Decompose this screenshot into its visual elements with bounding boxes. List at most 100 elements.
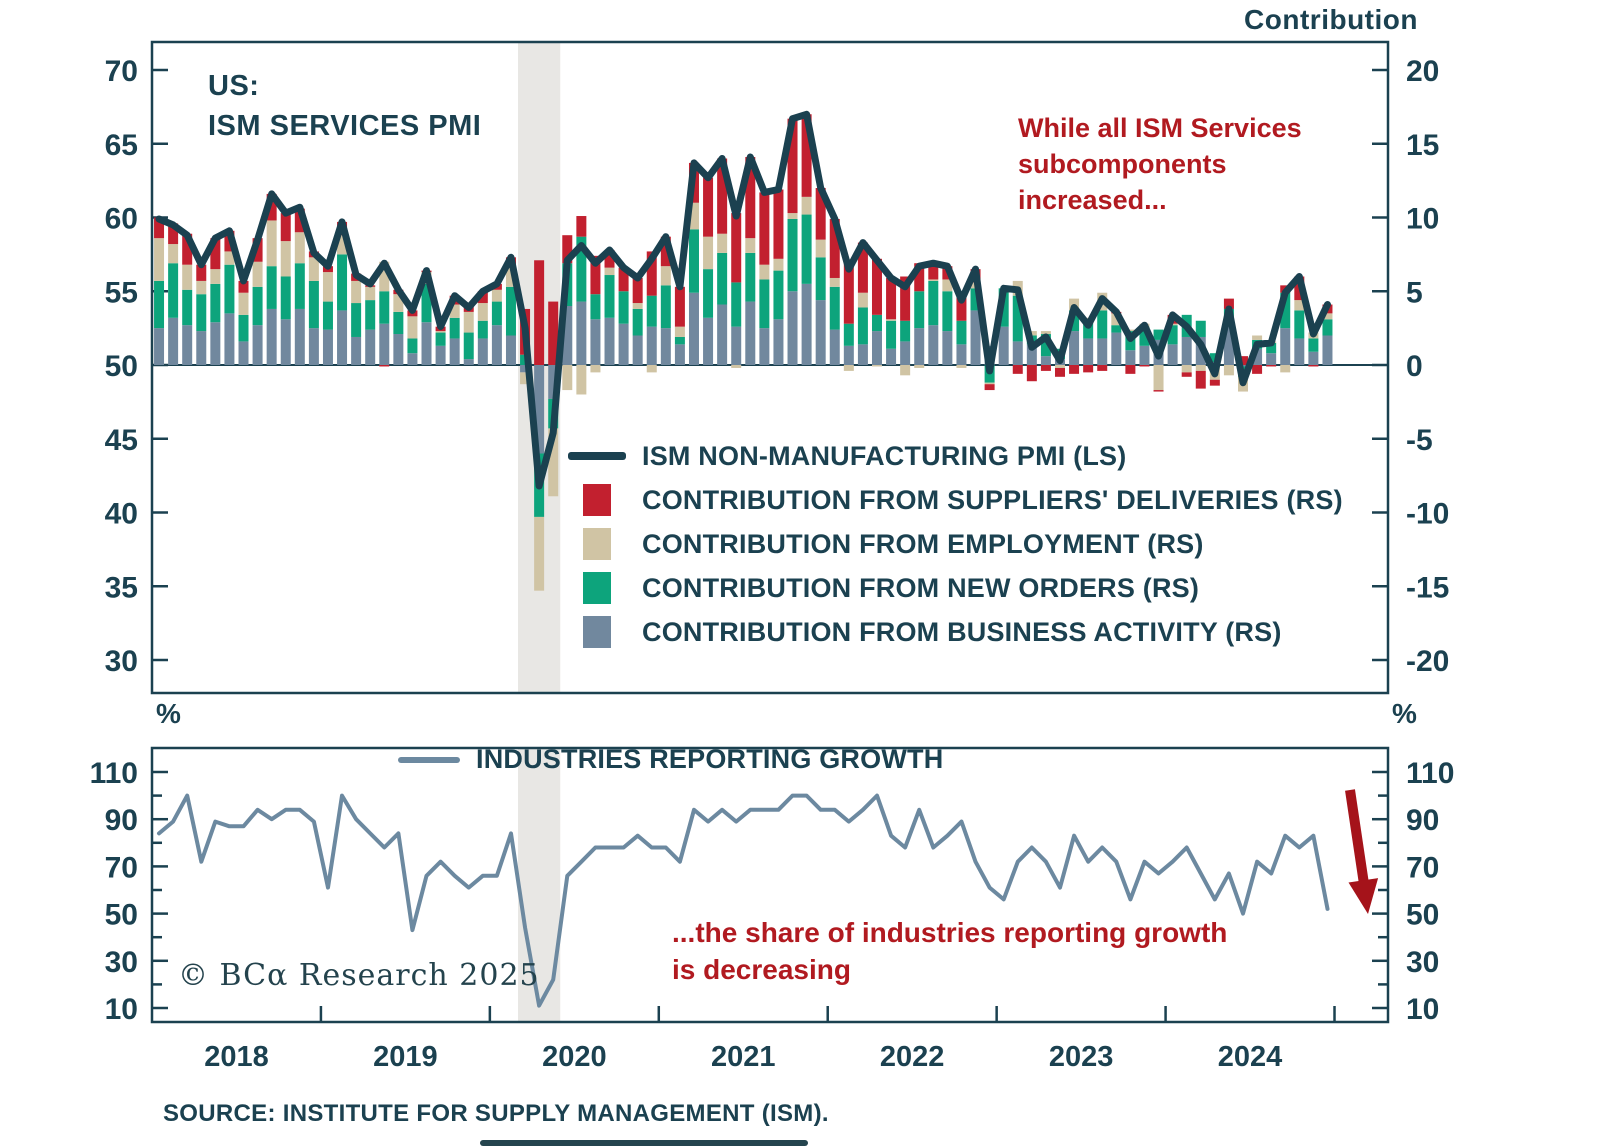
bar-suppliers_deliveries [646,251,657,296]
bar-suppliers_deliveries [632,277,643,304]
bar-new_orders [660,285,671,329]
bar-suppliers_deliveries [731,213,742,283]
bar-suppliers_deliveries [604,249,615,268]
bar-suppliers_deliveries [914,263,925,292]
bar-suppliers_deliveries [759,192,770,265]
bottom-right-tick-label: 110 [1406,757,1454,790]
bar-employment [154,238,165,281]
bar-employment [801,196,812,215]
bar-employment [562,365,573,391]
bar-new_orders [196,294,207,332]
bar-new_orders [886,320,897,349]
bar-employment [576,365,587,395]
bar-business_activity [1040,356,1051,365]
bar-new_orders [365,300,376,330]
bar-new_orders [1322,319,1333,336]
bar-employment [238,292,249,315]
bar-new_orders [294,263,305,309]
bar-suppliers_deliveries [801,114,812,197]
bar-new_orders [168,263,179,318]
bar-employment [928,279,939,281]
top-annotation-line3: increased... [1018,185,1167,215]
bar-new_orders [956,320,967,345]
bar-employment [843,365,854,371]
bar-new_orders [1012,295,1023,342]
bar-suppliers_deliveries [857,242,868,293]
bar-suppliers_deliveries [900,276,911,321]
bar-business_activity [280,319,291,365]
bottom-right-tick-label: 90 [1406,804,1439,837]
bar-business_activity [421,322,432,365]
bottom-left-tick-label: 50 [105,899,138,932]
bar-employment [815,239,826,258]
bar-suppliers_deliveries [956,297,967,321]
bar-business_activity [1069,331,1080,365]
bar-business_activity [435,345,446,365]
bar-business_activity [365,329,376,365]
bar-new_orders [224,264,235,314]
bar-employment [393,294,404,312]
bar-new_orders [1139,326,1150,346]
bottom-right-tick-label: 10 [1406,993,1439,1026]
bar-business_activity [1097,338,1108,365]
bar-employment [280,241,291,277]
bar-employment [168,244,179,264]
bar-suppliers_deliveries [703,177,714,237]
top-annotation: While all ISM Services subcomponents inc… [1018,110,1302,218]
bar-business_activity [942,331,953,365]
bottom-left-tick-label: 10 [105,993,138,1026]
left-axis-tick-label: 55 [105,276,138,309]
bar-new_orders [1040,334,1051,357]
bar-new_orders [928,280,939,326]
bottom-left-tick-label: 110 [90,757,138,790]
top-annotation-line2: subcomponents [1018,149,1227,179]
bar-business_activity [505,335,516,365]
bar-business_activity [1125,350,1136,365]
bar-employment [590,365,601,373]
year-label: 2019 [373,1041,438,1073]
bar-suppliers_deliveries [294,208,305,233]
bar-suppliers_deliveries [618,267,629,292]
right-axis-title: Contribution [1244,4,1418,35]
bar-new_orders [632,308,643,336]
bar-suppliers_deliveries [1209,379,1220,386]
bar-new_orders [463,332,474,360]
bar-employment [984,382,995,385]
bar-new_orders [914,291,925,329]
bar-employment [829,277,840,287]
bar-employment [1181,365,1192,373]
bar-employment [886,319,897,321]
bar-business_activity [266,308,277,365]
bar-suppliers_deliveries [829,218,840,278]
bar-suppliers_deliveries [590,255,601,295]
bar-suppliers_deliveries [182,233,193,265]
bar-new_orders [815,257,826,301]
bar-suppliers_deliveries [1083,365,1094,373]
bar-business_activity [857,344,868,365]
right-axis-tick-label: 0 [1406,350,1423,383]
bar-new_orders [590,294,601,320]
bar-business_activity [970,310,981,365]
bar-suppliers_deliveries [717,158,728,234]
legend-item-new-orders: CONTRIBUTION FROM NEW ORDERS (RS) [568,566,1343,610]
year-label: 2022 [880,1041,945,1073]
bar-new_orders [604,275,615,318]
bar-new_orders [1153,329,1164,340]
bar-new_orders [1280,292,1291,329]
bar-employment [520,372,531,385]
bottom-left-tick-label: 30 [105,946,138,979]
bar-business_activity [449,338,460,365]
legend-label: CONTRIBUTION FROM SUPPLIERS' DELIVERIES … [642,484,1343,515]
bar-employment [717,233,728,253]
bar-employment [604,267,615,276]
bar-employment [773,258,784,271]
bar-business_activity [900,341,911,365]
bar-suppliers_deliveries [562,235,573,264]
legend-label: CONTRIBUTION FROM NEW ORDERS (RS) [642,572,1200,603]
left-axis-tick-label: 30 [105,645,138,678]
bar-suppliers_deliveries [576,216,587,237]
bar-new_orders [618,291,629,324]
bar-business_activity [646,326,657,365]
legend-item-pmi: ISM NON-MANUFACTURING PMI (LS) [568,434,1343,478]
